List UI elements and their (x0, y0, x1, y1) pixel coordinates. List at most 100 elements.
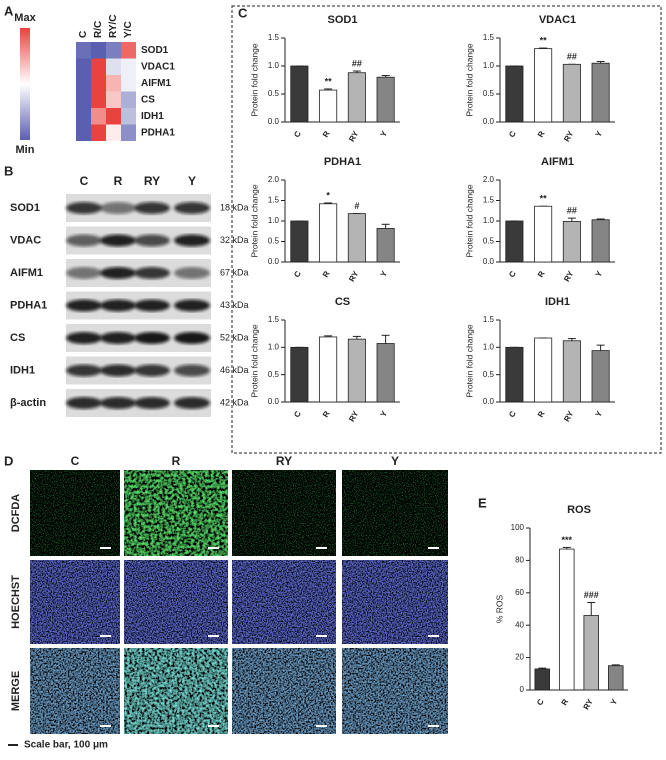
y-tick-label: 1.5 (483, 196, 495, 205)
heatmap-cell (91, 124, 106, 141)
heatmap-cell (121, 42, 136, 59)
blot-band (174, 364, 210, 377)
blot-row-label: β-actin (10, 397, 46, 409)
y-tick-label: 0 (520, 685, 525, 694)
x-tick-label: C (292, 269, 303, 279)
x-tick-label: Y (594, 129, 605, 139)
x-tick-label: R (321, 409, 332, 419)
micro-column-label: Y (391, 454, 399, 468)
blot-band (100, 267, 136, 279)
y-tick-label: 1.0 (268, 61, 280, 70)
y-tick-label: 0.5 (268, 237, 280, 246)
heatmap-cell (76, 108, 91, 125)
bar (290, 220, 309, 263)
micro-image (342, 470, 448, 556)
y-axis-label: Protein fold change (249, 324, 259, 398)
x-tick-label: RY (562, 129, 576, 143)
micro-image (30, 470, 120, 556)
y-tick-label: 0.5 (483, 370, 495, 379)
micro-image (30, 560, 120, 644)
x-tick-label: RY (347, 409, 361, 423)
significance-label: ## (352, 58, 362, 68)
heatmap-cell (76, 75, 91, 92)
blot-column-label: Y (188, 174, 196, 188)
bar (290, 346, 309, 403)
blot-band (134, 234, 170, 247)
blot-size-label: 52 kDa (220, 332, 249, 342)
bar (559, 548, 575, 691)
x-tick-label: R (536, 269, 547, 279)
heatmap-cell (121, 75, 136, 92)
heatmap-cell (91, 75, 106, 92)
micro-image (30, 648, 120, 734)
y-tick-label: 1.5 (268, 315, 280, 324)
x-tick-label: C (292, 409, 303, 419)
y-tick-label: 0.0 (483, 397, 495, 406)
panel-label: A (4, 3, 14, 18)
bar (505, 65, 524, 123)
y-tick-label: 0.5 (483, 89, 495, 98)
micro-row-label: HOECHST (10, 575, 22, 629)
x-tick-label: C (507, 269, 518, 279)
micro-column-label: C (71, 454, 80, 468)
blot-band (100, 364, 136, 377)
y-tick-label: 1.0 (483, 216, 495, 225)
micro-image (232, 560, 336, 644)
panel-label: C (238, 5, 248, 20)
x-tick-label: Y (609, 697, 620, 707)
blot-column-label: RY (144, 174, 160, 188)
blot-row-label: CS (10, 332, 25, 344)
y-axis-label: Protein fold change (464, 324, 474, 398)
heatmap-column-label: C (78, 31, 89, 38)
blot-band (100, 332, 136, 344)
x-tick-label: RY (347, 129, 361, 143)
heatmap-column-label: RY/C (108, 14, 119, 38)
heatmap-cell (76, 42, 91, 59)
blot-band (134, 267, 170, 279)
x-tick-label: C (292, 129, 303, 139)
y-tick-label: 2.0 (268, 175, 280, 184)
heatmap-cell (91, 108, 106, 125)
heatmap-row-label: SOD1 (141, 45, 169, 56)
blot-band (174, 202, 210, 214)
bar (608, 665, 624, 691)
y-tick-label: 0.5 (268, 370, 280, 379)
blot-band (66, 397, 102, 409)
bar (534, 668, 551, 691)
y-tick-label: 0.5 (483, 237, 495, 246)
y-axis-label: Protein fold change (249, 184, 259, 258)
panel-label: E (478, 495, 487, 510)
x-tick-label: R (536, 409, 547, 419)
y-tick-label: 0.0 (268, 257, 280, 266)
heatmap-cell (91, 91, 106, 108)
blot-row-label: PDHA1 (10, 299, 47, 311)
significance-label: ## (567, 206, 577, 216)
blot-band (66, 234, 102, 247)
micro-image (232, 648, 336, 734)
blot-band (174, 397, 210, 409)
significance-label: # (354, 201, 359, 211)
blot-size-label: 32 kDa (220, 235, 249, 245)
y-axis-label: Protein fold change (464, 184, 474, 258)
blot-band (100, 202, 136, 214)
blot-size-label: 67 kDa (220, 267, 249, 277)
blot-column-label: R (114, 174, 123, 188)
x-tick-label: RY (347, 269, 361, 283)
heatmap-cell (91, 42, 106, 59)
blot-row-label: VDAC (10, 234, 41, 246)
blot-band (66, 364, 102, 377)
x-tick-label: RY (582, 697, 596, 711)
y-axis-label: Protein fold change (249, 43, 259, 117)
y-tick-label: 1.0 (268, 342, 280, 351)
blot-band (100, 299, 136, 312)
blot-band (66, 332, 102, 344)
x-tick-label: R (321, 129, 332, 139)
bar (534, 205, 553, 263)
bar (376, 76, 395, 123)
blot-band (134, 364, 170, 377)
significance-label: ### (584, 590, 599, 600)
blot-band (100, 397, 136, 409)
significance-label: ** (540, 194, 548, 204)
y-tick-label: 1.5 (268, 33, 280, 42)
